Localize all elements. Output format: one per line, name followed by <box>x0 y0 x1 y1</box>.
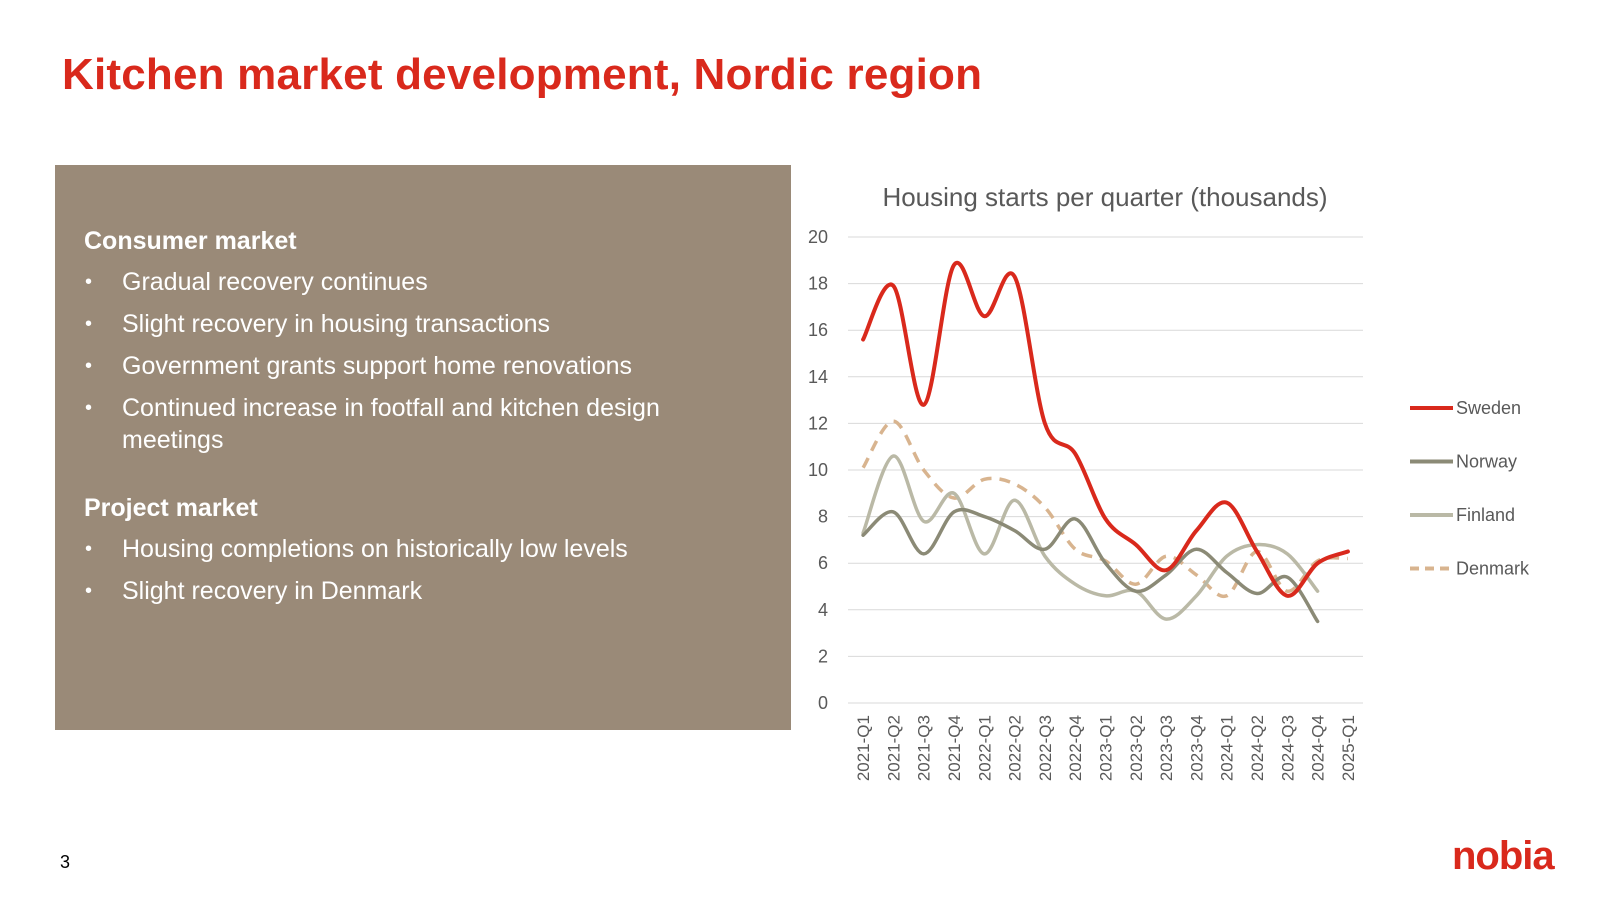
x-tick-label: 2023-Q1 <box>1097 715 1116 781</box>
page-number: 3 <box>60 852 71 872</box>
series-line-denmark <box>861 419 1349 599</box>
x-tick-label: 2021-Q2 <box>884 715 903 781</box>
x-tick-label: 2021-Q3 <box>915 715 934 781</box>
legend-label-denmark: Denmark <box>1456 559 1530 579</box>
x-tick-label: 2025-Q1 <box>1339 715 1358 781</box>
x-tick-label: 2024-Q1 <box>1218 715 1237 781</box>
consumer-market-section: Consumer market Gradual recovery continu… <box>84 227 761 456</box>
y-axis-ticks: 0 2 4 6 8 10 12 14 16 18 20 <box>808 227 828 713</box>
bullet-item: Slight recovery in housing transactions <box>84 308 761 340</box>
x-tick-label: 2022-Q2 <box>1006 715 1025 781</box>
series-line-sweden <box>861 260 1350 598</box>
consumer-market-bullets: Gradual recovery continues Slight recove… <box>84 266 761 456</box>
bullet-item: Gradual recovery continues <box>84 266 761 298</box>
legend-label-norway: Norway <box>1456 452 1517 472</box>
x-tick-label: 2022-Q3 <box>1036 715 1055 781</box>
x-tick-label: 2022-Q4 <box>1066 715 1085 781</box>
y-tick-label: 8 <box>818 507 828 527</box>
x-tick-label: 2021-Q1 <box>854 715 873 781</box>
x-tick-label: 2024-Q3 <box>1278 715 1297 781</box>
y-tick-label: 6 <box>818 553 828 573</box>
bullet-item: Government grants support home renovatio… <box>84 350 761 382</box>
market-commentary-panel: Consumer market Gradual recovery continu… <box>55 165 791 730</box>
x-tick-label: 2023-Q2 <box>1127 715 1146 781</box>
bullet-item: Housing completions on historically low … <box>84 533 761 565</box>
legend: Sweden Norway Finland Denmark <box>1410 398 1530 579</box>
x-tick-label: 2024-Q2 <box>1248 715 1267 781</box>
legend-label-sweden: Sweden <box>1456 398 1521 418</box>
y-tick-label: 20 <box>808 227 828 247</box>
project-market-heading: Project market <box>84 494 258 522</box>
housing-starts-chart: Housing starts per quarter (thousands) 0… <box>808 182 1530 781</box>
y-tick-label: 0 <box>818 693 828 713</box>
bullet-item: Slight recovery in Denmark <box>84 575 761 607</box>
x-tick-label: 2023-Q4 <box>1187 715 1206 781</box>
y-tick-label: 4 <box>818 600 828 620</box>
chart-title: Housing starts per quarter (thousands) <box>882 182 1327 212</box>
series-line-norway <box>861 507 1320 624</box>
bullet-item: Continued increase in footfall and kitch… <box>84 392 761 456</box>
y-tick-label: 12 <box>808 413 828 433</box>
y-tick-label: 18 <box>808 274 828 294</box>
legend-label-finland: Finland <box>1456 505 1515 525</box>
y-tick-label: 16 <box>808 320 828 340</box>
x-axis-ticks: 2021-Q1 2021-Q2 2021-Q3 2021-Q4 2022-Q1 2022-… <box>854 715 1358 781</box>
x-tick-label: 2022-Q1 <box>975 715 994 781</box>
slide-title: Kitchen market development, Nordic regio… <box>62 50 983 99</box>
series-line-finland <box>861 454 1320 621</box>
y-tick-label: 2 <box>818 646 828 666</box>
project-market-bullets: Housing completions on historically low … <box>84 533 761 607</box>
y-tick-label: 14 <box>808 367 828 387</box>
nobia-logo: nobia <box>1452 834 1555 878</box>
x-tick-label: 2024-Q4 <box>1309 715 1328 781</box>
series-lines <box>861 260 1350 624</box>
x-tick-label: 2021-Q4 <box>945 715 964 781</box>
x-tick-label: 2023-Q3 <box>1157 715 1176 781</box>
y-tick-label: 10 <box>808 460 828 480</box>
project-market-section: Project market Housing completions on hi… <box>84 494 761 607</box>
consumer-market-heading: Consumer market <box>84 227 297 255</box>
